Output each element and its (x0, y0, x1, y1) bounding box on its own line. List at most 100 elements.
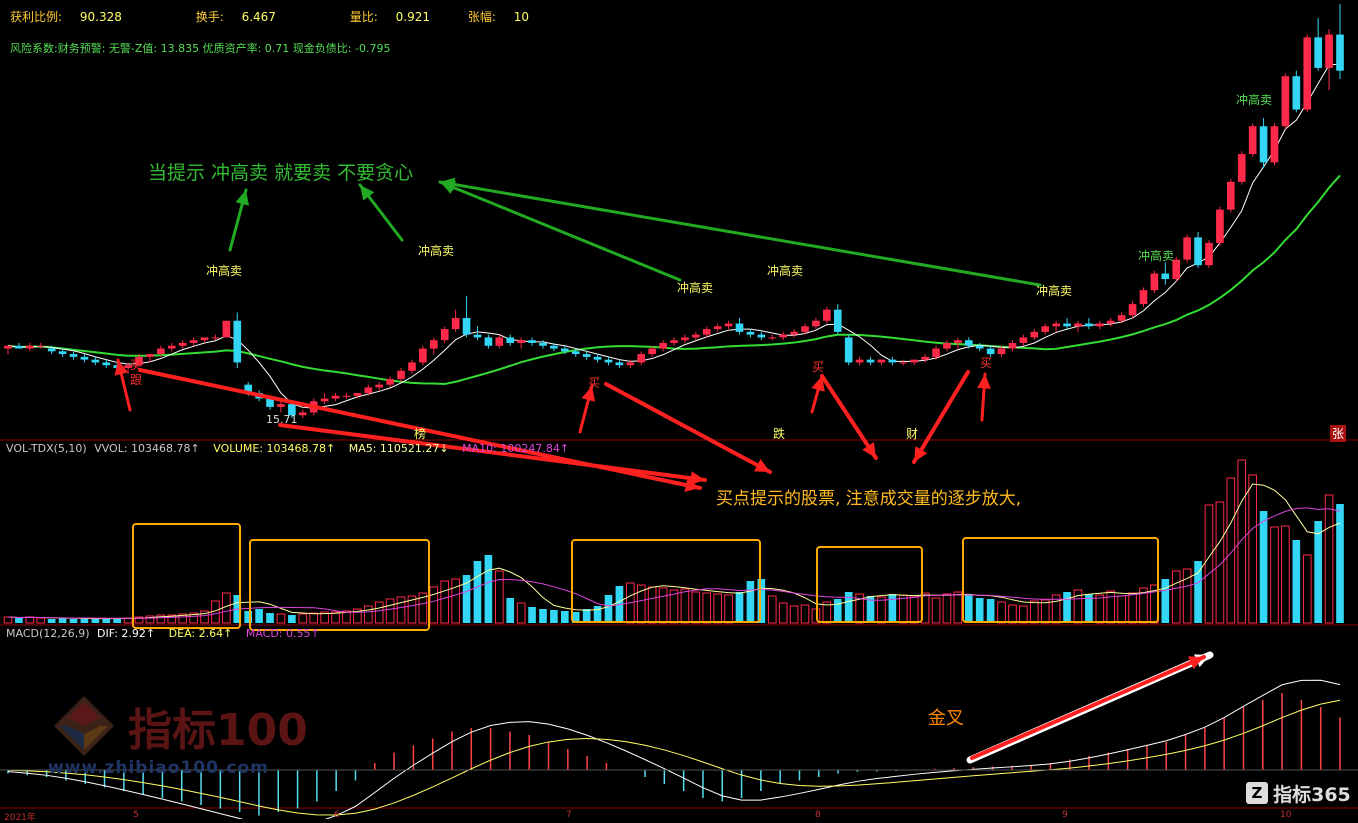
date-tick: 9 (1062, 810, 1068, 820)
golden-cross-arrow (970, 655, 1206, 760)
volume-bar (931, 597, 941, 624)
volume-ratio-value: 0.921 (395, 10, 430, 24)
candle-body (386, 379, 394, 385)
candle-body (899, 362, 908, 364)
volume-bar (255, 609, 263, 623)
candle-body (1074, 323, 1082, 327)
volume-bar (266, 613, 274, 623)
volume-bar (550, 610, 558, 623)
volume-bar (746, 581, 755, 623)
volume-bar (528, 607, 536, 623)
candle-body (1325, 34, 1333, 68)
candle-body (1019, 337, 1028, 343)
volume-bar (1292, 540, 1301, 623)
volume-bar (309, 612, 319, 624)
volume-bar (331, 611, 340, 624)
volume-bar (1095, 594, 1105, 624)
volume-bar (1008, 604, 1017, 624)
green-arrow-head (235, 190, 250, 206)
candle-body (877, 359, 886, 363)
volume-bar (1336, 504, 1344, 623)
amplitude-label: 张幅: (467, 10, 496, 24)
volume-bar (58, 618, 67, 623)
candle-body (670, 340, 678, 343)
volume-bar (102, 619, 111, 623)
candle-body (1030, 331, 1039, 338)
volume-bar (1182, 568, 1192, 624)
volume-ma10-line (7, 507, 1341, 619)
golden-cross-arrow-head (1188, 656, 1204, 670)
candle-body (757, 334, 766, 338)
volume-bar (1314, 521, 1322, 623)
candle-body (47, 348, 56, 352)
event-label: 张 (1330, 425, 1347, 442)
macd-header: MACD(12,26,9) DIF: 2.92↑ DEA: 2.64↑ MACD… (6, 627, 320, 640)
buy-signal: 买 (980, 356, 993, 370)
volume-bar (713, 593, 722, 624)
sell-high-signal: 冲高卖 (1236, 93, 1273, 107)
red-arrow (278, 423, 707, 482)
volume-bar (385, 598, 395, 624)
volume-bar (942, 593, 952, 624)
volume-bar (593, 606, 602, 623)
ma-long-line (7, 174, 1341, 385)
candle-body (724, 323, 733, 327)
candle-body (746, 331, 755, 335)
risk-line: 风险系数:财务预警: 无警-Z值: 13.835 优质资产率: 0.71 现金负… (10, 42, 391, 55)
candle-body (189, 340, 198, 343)
candle-body (681, 337, 689, 341)
candle-body (1183, 237, 1191, 260)
candle-body (1008, 342, 1017, 349)
corner-logo-icon: Z (1246, 782, 1268, 804)
volume-bar (1019, 605, 1028, 624)
volume-bar (680, 588, 690, 624)
candle-body (1226, 181, 1235, 210)
candle-body (1259, 126, 1268, 163)
profit-ratio-value: 90.328 (79, 10, 122, 24)
buy-signal: 买 (130, 358, 143, 372)
candle-body (790, 331, 798, 335)
volume-bar (1171, 570, 1181, 624)
volume-bar (363, 605, 373, 624)
candle-body (375, 384, 384, 388)
volume-bar (844, 592, 853, 623)
candle-body (1063, 323, 1071, 327)
volume-bar (975, 598, 984, 623)
candle-body (659, 342, 667, 349)
volume-bar (560, 611, 569, 623)
macd-dif-line (7, 679, 1341, 819)
volume-bar (1040, 599, 1050, 624)
volume-bar (440, 580, 450, 624)
volume-bar (789, 605, 799, 624)
volume-bar (47, 619, 56, 623)
candle-body (36, 345, 45, 347)
candle-body (135, 356, 143, 366)
candle-body (429, 340, 438, 349)
date-tick: 8 (815, 810, 821, 820)
volume-bar (997, 601, 1006, 624)
candle-body (1041, 326, 1050, 332)
volume-bar (396, 596, 406, 624)
red-arrow-head (977, 374, 992, 389)
candle-body (1270, 126, 1279, 163)
volume-bar (353, 608, 362, 624)
candle-body (506, 337, 515, 343)
date-tick: 5 (133, 810, 139, 820)
volume-bar (702, 592, 712, 624)
volume-bar (1029, 600, 1039, 624)
macd-dea-line (7, 699, 1341, 816)
volume-bar (724, 594, 733, 624)
candle-body (833, 309, 842, 332)
candle-body (462, 317, 471, 335)
candle-body (178, 342, 187, 346)
volume-bar (506, 598, 515, 623)
volume-bar (1248, 474, 1257, 624)
candle-body (1117, 315, 1126, 321)
volume-bar (244, 611, 253, 623)
golden-cross-note: 金叉 (928, 708, 964, 729)
top-note: 当提示 冲高卖 就要卖 不要贪心 (148, 162, 414, 184)
candle-body (702, 329, 711, 335)
candle-body (495, 337, 504, 346)
